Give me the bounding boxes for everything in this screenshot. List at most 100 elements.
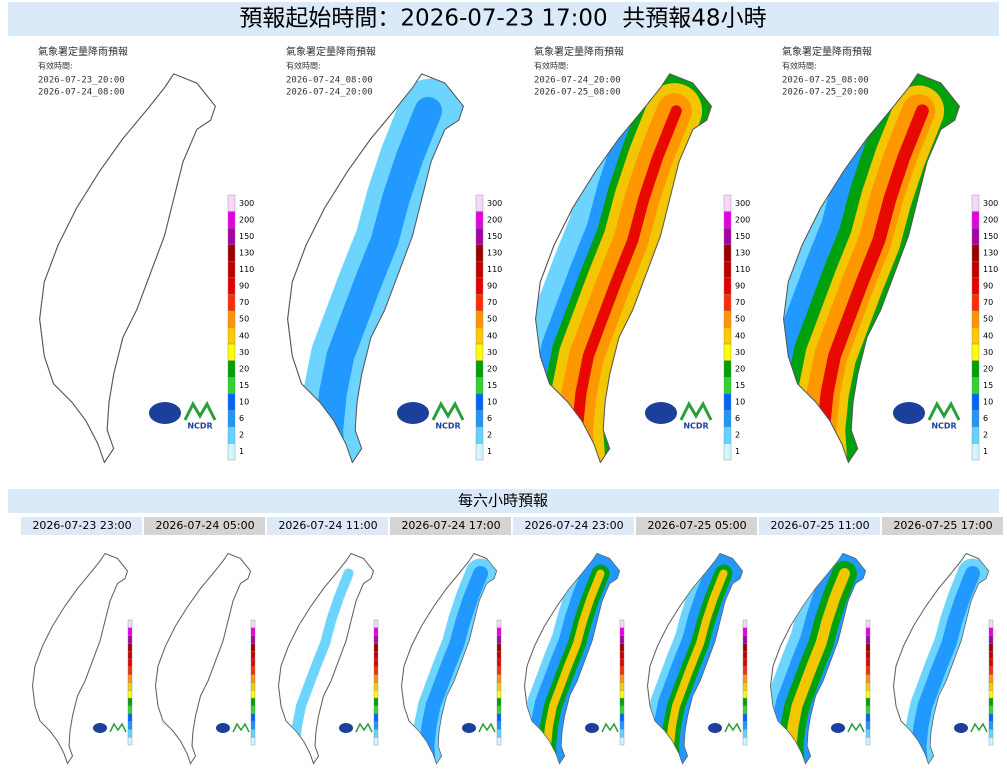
ncdr-logo-mark <box>724 722 742 733</box>
legend-swatch <box>742 682 748 691</box>
legend-swatch <box>619 674 625 683</box>
legend-swatch <box>619 721 625 730</box>
legend-swatch <box>227 277 236 295</box>
legend-swatch <box>723 227 732 245</box>
legend-swatch <box>227 310 236 328</box>
legend-swatch <box>250 619 256 629</box>
legend-swatch <box>742 651 748 660</box>
legend-swatch <box>971 327 980 345</box>
legend-swatch <box>742 619 748 629</box>
legend-label: 10 <box>239 398 249 407</box>
legend-label: 30 <box>239 348 249 357</box>
rain-map <box>31 552 129 765</box>
legend-swatch <box>742 643 748 652</box>
ncdr-logo: NCDR <box>683 422 708 431</box>
ncdr-logo-mark <box>679 400 713 421</box>
legend-label: 110 <box>239 265 254 274</box>
legend-swatch <box>227 211 236 229</box>
legend-swatch <box>127 627 133 636</box>
legend-swatch <box>496 674 502 683</box>
legend-swatch <box>742 627 748 636</box>
legend-swatch <box>250 721 256 730</box>
legend-swatch <box>971 410 980 428</box>
legend-swatch <box>865 619 871 629</box>
legend-swatch <box>227 360 236 378</box>
ncdr-logo-mark <box>847 722 865 733</box>
legend-swatch <box>475 261 484 279</box>
ncdr-logo: NCDR <box>931 422 956 431</box>
valid-end: 2026-07-25_08:00 <box>534 88 621 98</box>
legend-swatch <box>723 261 732 279</box>
cwa-logo <box>339 723 353 733</box>
legend-swatch <box>496 658 502 668</box>
legend-swatch <box>971 360 980 378</box>
legend-label: 50 <box>239 315 249 324</box>
cwa-logo <box>645 402 677 424</box>
cwa-logo <box>397 402 429 424</box>
legend-swatch <box>723 244 732 262</box>
six-hour-time: 2026-07-24 23:00 <box>524 519 623 532</box>
legend-label: 15 <box>487 381 497 390</box>
rain-overlay <box>535 73 712 463</box>
legend-swatch <box>971 376 980 394</box>
legend-label: 200 <box>983 215 998 224</box>
legend-swatch <box>475 277 484 295</box>
taiwan-border <box>524 553 620 765</box>
legend-swatch <box>619 658 625 668</box>
legend-label: 70 <box>983 298 993 307</box>
legend-swatch <box>865 643 871 652</box>
legend-label: 300 <box>983 199 998 208</box>
taiwan-border <box>155 553 251 765</box>
legend-swatch <box>742 697 748 707</box>
page-title: 預報起始時間：2026-07-23 17:00 共預報48小時 <box>239 6 766 32</box>
taiwan-outline <box>277 552 375 765</box>
rain-band <box>911 566 980 764</box>
legend-swatch <box>619 627 625 636</box>
legend-swatch <box>227 343 236 361</box>
ncdr-logo-mark <box>601 722 619 733</box>
legend-label: 150 <box>487 232 502 241</box>
legend-label: 130 <box>239 248 254 257</box>
legend-swatch <box>619 619 625 629</box>
legend-swatch <box>250 635 256 644</box>
legend-swatch <box>971 426 980 444</box>
rain-map <box>400 552 498 765</box>
legend-label: 1 <box>983 447 988 456</box>
legend-label: 300 <box>239 199 254 208</box>
legend-swatch <box>227 244 236 262</box>
cwa-logo <box>831 723 845 733</box>
legend-swatch <box>865 627 871 636</box>
legend-label: 15 <box>239 381 249 390</box>
ncdr-logo-mark <box>183 400 217 421</box>
legend-swatch <box>865 705 871 714</box>
legend-swatch <box>971 261 980 279</box>
valid-end: 2026-07-25_20:00 <box>782 88 869 98</box>
legend-swatch <box>971 310 980 328</box>
legend-label: 130 <box>487 248 502 257</box>
legend-swatch <box>723 277 732 295</box>
legend-label: 70 <box>239 298 249 307</box>
section-bar <box>8 489 999 513</box>
legend-swatch <box>723 294 732 312</box>
legend-swatch <box>988 697 994 707</box>
legend-label: 150 <box>239 232 254 241</box>
legend-swatch <box>250 666 256 675</box>
legend-swatch <box>373 690 379 699</box>
legend-swatch <box>619 729 625 738</box>
legend-label: 10 <box>487 398 497 407</box>
legend-swatch <box>127 721 133 730</box>
legend-swatch <box>742 713 748 722</box>
rain-map <box>523 552 621 765</box>
legend-swatch <box>475 327 484 345</box>
legend-swatch <box>723 393 732 411</box>
legend-label: 15 <box>735 381 745 390</box>
ncdr-logo: NCDR <box>187 422 212 431</box>
legend-label: 90 <box>983 282 993 291</box>
legend-swatch <box>723 360 732 378</box>
legend-swatch <box>742 729 748 738</box>
legend-label: 2 <box>239 431 244 440</box>
legend-swatch <box>496 690 502 699</box>
valid-label: 有效時間: <box>534 61 569 71</box>
legend-label: 40 <box>735 331 745 340</box>
